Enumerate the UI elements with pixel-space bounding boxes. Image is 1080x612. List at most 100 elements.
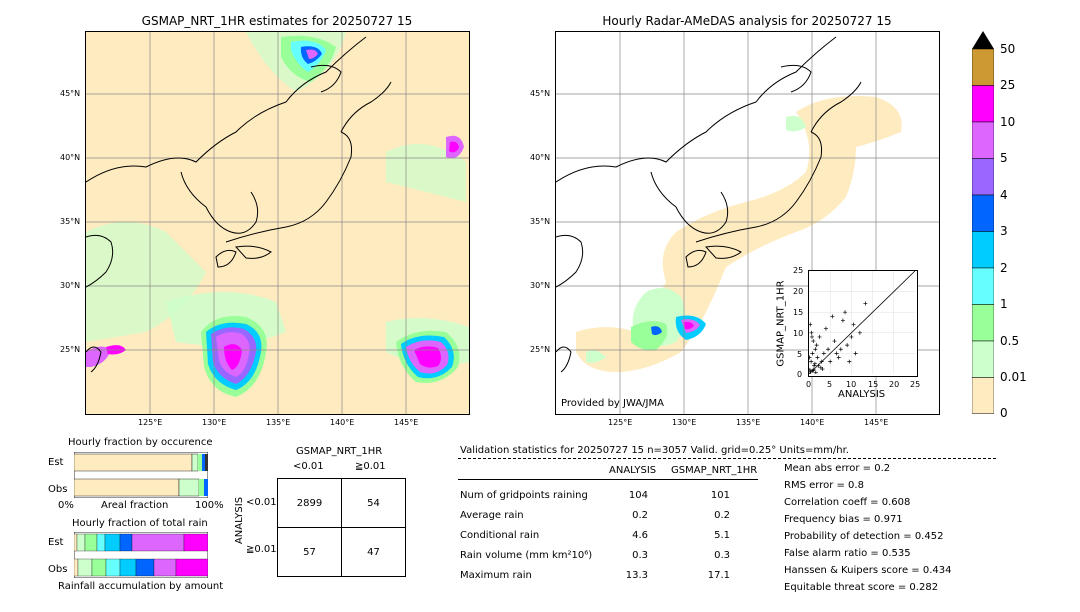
right-lon-130: 130°E [672, 418, 697, 427]
scatter-ytick-20: 20 [793, 287, 804, 296]
contingency-row-lt: <0.01 [246, 497, 277, 508]
cb-label-25: 25 [1000, 78, 1016, 92]
right-lat-35: 35°N [530, 217, 551, 226]
scatter-point [809, 330, 814, 335]
scatter-point [817, 334, 822, 339]
scatter-point [857, 330, 862, 335]
contingency-row-ge: ≧0.01 [246, 544, 277, 555]
right-lat-45: 45°N [530, 89, 551, 98]
scatter-point [821, 351, 826, 356]
stat-gsmap: 101 [710, 490, 730, 501]
left-map-title: GSMAP_NRT_1HR estimates for 20250727 15 [141, 14, 413, 28]
scatter-ytick-0: 0 [797, 370, 803, 379]
left-lat-40: 40°N [60, 153, 81, 162]
validation-dashed-line [458, 458, 996, 459]
right-lon-125: 125°E [608, 418, 633, 427]
scatter-point [812, 363, 817, 368]
scatter-point [840, 318, 845, 323]
left-map-canvas [86, 32, 469, 414]
scatter-point [853, 351, 858, 356]
contingency-cell: 2899 [277, 478, 342, 528]
total-chart [73, 531, 209, 579]
scatter-point [812, 361, 817, 366]
scatter-point [809, 359, 814, 364]
occurrence-x-label: Areal fraction [101, 500, 169, 511]
stat-analysis: 104 [628, 490, 648, 501]
scatter-xtick-10: 10 [846, 380, 857, 389]
total-row-obs: Obs [48, 564, 68, 575]
scatter-point [811, 367, 816, 372]
occurrence-title: Hourly fraction by occurence [68, 437, 213, 448]
scatter-point [807, 355, 812, 360]
cb-label-4: 4 [1000, 188, 1008, 202]
right-lat-30: 30°N [530, 281, 551, 290]
scatter-point [814, 343, 819, 348]
scatter-ytick-15: 15 [793, 308, 804, 317]
scatter-point [843, 310, 848, 315]
right-lon-145: 145°E [864, 418, 889, 427]
scatter-point [826, 347, 831, 352]
left-lon-125: 125°E [138, 418, 163, 427]
occurrence-svg [73, 451, 209, 499]
score-line: Equitable threat score = 0.282 [784, 582, 939, 593]
scatter-panel [807, 270, 918, 377]
stat-gsmap: 5.1 [714, 530, 730, 541]
contingency-title: GSMAP_NRT_1HR [296, 446, 383, 457]
col-analysis: ANALYSIS [609, 465, 657, 476]
cb-label-0.5: 0.5 [1000, 334, 1020, 348]
score-line: False alarm ratio = 0.535 [784, 548, 911, 559]
colorbar-svg [971, 31, 995, 414]
scatter-point [823, 326, 828, 331]
contingency-cell: 54 [341, 478, 406, 528]
stat-label: Maximum rain [460, 570, 532, 581]
occurrence-chart [73, 451, 209, 499]
total-title: Hourly fraction of total rain [72, 518, 208, 529]
cb-label-50: 50 [1000, 42, 1016, 56]
scatter-ylabel: GSMAP_NRT_1HR [775, 280, 787, 367]
right-lat-40: 40°N [530, 153, 551, 162]
score-line: RMS error = 0.8 [784, 480, 864, 491]
cb-label-2: 2 [1000, 261, 1008, 275]
scatter-xtick-20: 20 [889, 380, 900, 389]
scatter-xtick-5: 5 [827, 380, 833, 389]
scatter-xtick-0: 0 [806, 380, 812, 389]
total-footer: Rainfall accumulation by amount [58, 581, 224, 592]
score-line: Probability of detection = 0.452 [784, 531, 944, 542]
left-lat-25: 25°N [60, 345, 81, 354]
stat-label: Num of gridpoints raining [460, 490, 588, 501]
contingency-cell: 57 [277, 527, 342, 577]
scatter-point [838, 347, 843, 352]
scatter-plot [807, 270, 916, 375]
cb-label-3: 3 [1000, 224, 1008, 238]
right-lon-140: 140°E [800, 418, 825, 427]
col-gsmap: GSMAP_NRT_1HR [671, 465, 758, 476]
scatter-xtick-15: 15 [868, 380, 879, 389]
scatter-point [816, 363, 821, 368]
scatter-point [849, 334, 854, 339]
scatter-point [845, 343, 850, 348]
cb-label-0.01: 0.01 [1000, 370, 1027, 384]
scatter-ytick-10: 10 [793, 329, 804, 338]
scatter-point [808, 322, 813, 327]
scatter-point [813, 370, 818, 375]
scatter-point [851, 322, 856, 327]
stat-label: Rain volume (mm km²10⁶) [460, 550, 593, 561]
colorbar [971, 31, 995, 414]
credit-text: Provided by JWA/JMA [561, 398, 664, 409]
scatter-point [847, 359, 852, 364]
score-line: Correlation coeff = 0.608 [784, 497, 911, 508]
cb-label-5: 5 [1000, 151, 1008, 165]
scatter-xlabel: ANALYSIS [838, 389, 886, 400]
score-line: Frequency bias = 0.971 [784, 514, 903, 525]
stat-label: Conditional rain [460, 530, 540, 541]
scatter-point [830, 314, 835, 319]
contingency-cell: 47 [341, 527, 406, 577]
occurrence-row-est: Est [48, 457, 64, 468]
score-line: Hanssen & Kuipers score = 0.434 [784, 565, 952, 576]
left-lon-140: 140°E [330, 418, 355, 427]
contingency-row-axis: ANALYSIS [234, 496, 246, 545]
occurrence-x-100: 100% [195, 500, 224, 511]
cb-label-10: 10 [1000, 115, 1016, 129]
scatter-point [828, 359, 833, 364]
stat-analysis: 0.2 [632, 510, 648, 521]
